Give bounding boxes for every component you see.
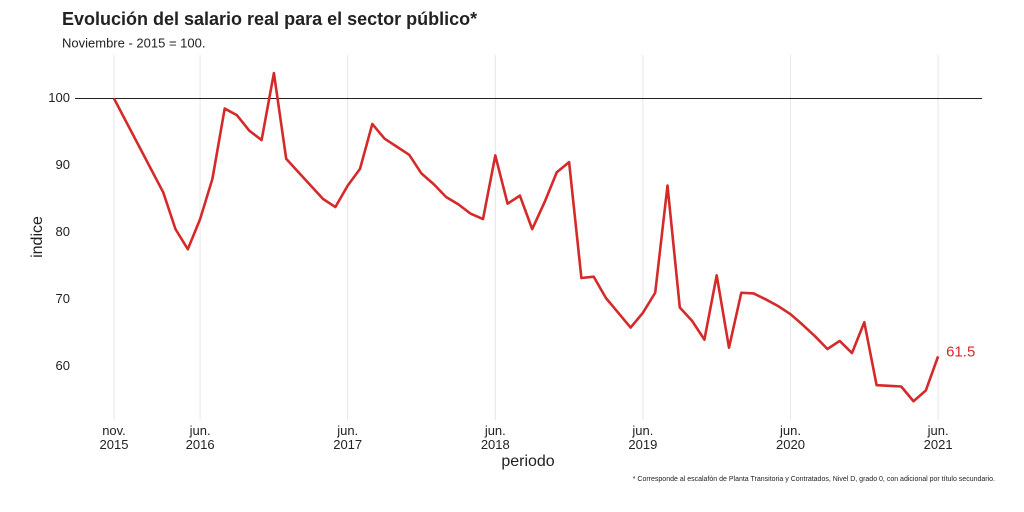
x-tick-label: jun. 2017: [333, 423, 363, 452]
y-axis-label: indice: [29, 216, 46, 258]
chart-subtitle: Noviembre - 2015 = 100.: [62, 35, 205, 50]
value-label: 61.5: [946, 343, 975, 360]
x-axis-label: periodo: [501, 453, 554, 470]
x-tick-label: jun. 2019: [628, 423, 658, 452]
y-tick-label: 80: [56, 224, 70, 239]
x-tick-label: jun. 2016: [185, 423, 215, 452]
x-tick-label: jun. 2020: [776, 423, 805, 452]
x-tick-label: nov. 2015: [99, 423, 129, 452]
chart-title: Evolución del salario real para el secto…: [62, 9, 477, 29]
footnote: * Corresponde al escalafón de Planta Tra…: [633, 476, 995, 483]
y-tick-label: 60: [56, 358, 70, 373]
y-tick-label: 100: [48, 90, 70, 105]
y-tick-label: 70: [56, 291, 70, 306]
x-tick-label: jun. 2018: [480, 423, 510, 452]
y-tick-label: 90: [56, 157, 70, 172]
series-line: [112, 71, 940, 403]
x-tick-label: jun. 2021: [923, 423, 953, 452]
